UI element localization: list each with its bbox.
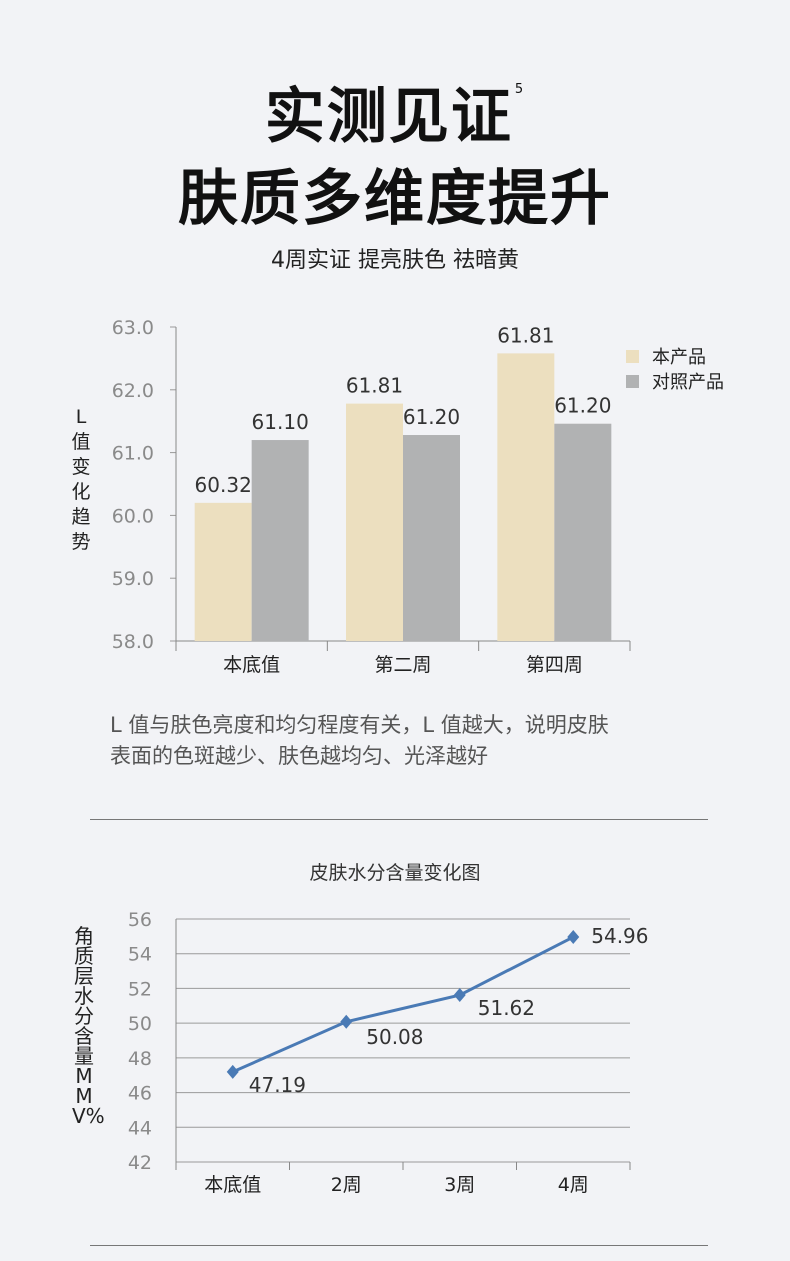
l-value-description: L 值与肤色亮度和均匀程度有关，L 值越大，说明皮肤 表面的色斑越少、肤色越均匀…: [110, 710, 710, 772]
title-text: 实测见证: [264, 82, 513, 152]
y-tick-label: 44: [128, 1117, 152, 1139]
y-tick-label: 48: [128, 1048, 152, 1070]
series-line: [232, 935, 574, 1074]
x-tick-label: 2周: [331, 1174, 362, 1196]
data-value-label: 54.96: [591, 924, 648, 948]
divider-bottom: [90, 1245, 708, 1246]
x-tick-label: 第四周: [526, 654, 583, 676]
bar: [346, 403, 403, 641]
bar-value-label: 61.10: [252, 410, 309, 434]
x-tick-label: 第二周: [374, 654, 431, 676]
y-tick-label: 62.0: [112, 380, 154, 402]
footnote-marker: 5: [514, 82, 526, 97]
legend-label: 本产品: [652, 347, 706, 368]
bar-value-label: 61.20: [403, 405, 460, 429]
bar: [194, 502, 252, 641]
y-tick-label: 56: [128, 909, 152, 931]
page-subtitle: 4周实证 提亮肤色 祛暗黄: [271, 248, 519, 273]
line-chart-title: 皮肤水分含量变化图: [309, 862, 481, 884]
y-tick-label: 42: [128, 1152, 152, 1174]
data-point-marker: [226, 1064, 239, 1079]
bar-value-label: 61.81: [497, 323, 554, 347]
divider-top: [90, 819, 708, 820]
page-title-line1: 实测见证 5: [0, 68, 790, 155]
bar-value-label: 61.81: [346, 374, 403, 398]
bar: [251, 440, 309, 641]
y-tick-label: 63.0: [112, 317, 154, 339]
bar-value-label: 60.32: [195, 473, 252, 497]
bar: [554, 423, 612, 641]
bar: [403, 435, 460, 641]
x-tick-label: 本底值: [204, 1174, 261, 1196]
y-tick-label: 46: [128, 1083, 152, 1105]
legend-swatch: [626, 375, 639, 388]
data-value-label: 50.08: [366, 1025, 423, 1049]
y-tick-label: 52: [128, 978, 152, 1000]
data-point-marker: [453, 988, 466, 1003]
description-line2: 表面的色斑越少、肤色越均匀、光泽越好: [110, 744, 488, 768]
y-tick-label: 54: [128, 944, 152, 966]
data-value-label: 51.62: [478, 996, 535, 1020]
data-point-marker: [340, 1014, 353, 1029]
y-tick-label: 50: [128, 1013, 152, 1035]
description-line1: L 值与肤色亮度和均匀程度有关，L 值越大，说明皮肤: [110, 713, 609, 737]
legend-swatch: [626, 350, 639, 363]
page-title-line2: 肤质多维度提升: [178, 164, 612, 234]
data-value-label: 47.19: [249, 1073, 306, 1097]
bar-chart-ylabel: L值变化趋势: [71, 406, 91, 553]
x-tick-label: 本底值: [223, 654, 280, 676]
bar: [497, 353, 555, 641]
x-tick-label: 3周: [444, 1174, 475, 1196]
y-tick-label: 60.0: [112, 505, 154, 527]
legend-label: 对照产品: [652, 372, 724, 393]
bar-chart: 63.0 62.0 61.0 60.0 59.0 58.0 本底值 60.32 61.10 第二周…: [112, 317, 724, 676]
bar-value-label: 61.20: [554, 394, 611, 418]
y-tick-label: 61.0: [112, 443, 154, 465]
y-tick-label: 59.0: [112, 568, 154, 590]
data-point-marker: [567, 930, 580, 945]
x-tick-label: 4周: [558, 1174, 589, 1196]
y-tick-label: 58.0: [112, 631, 154, 653]
